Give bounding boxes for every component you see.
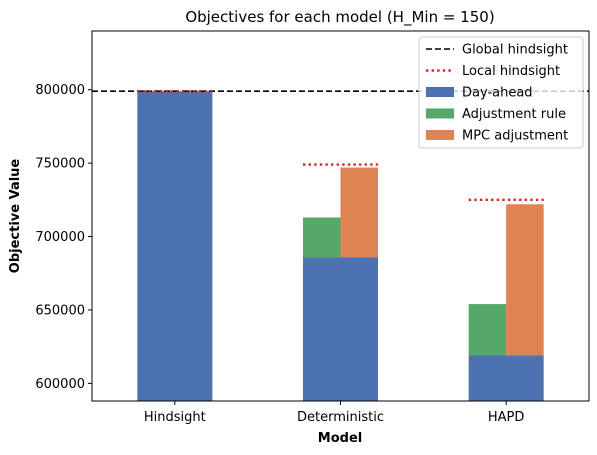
bar-day-ahead-hapd [468, 355, 544, 401]
bar-day-ahead-deterministic [303, 257, 378, 401]
legend-swatch-adjustment-rule [426, 108, 454, 119]
y-tick-label: 750000 [35, 157, 85, 172]
x-tick-label: Hindsight [144, 410, 206, 425]
bar-adjustment-rule-deterministic [303, 217, 341, 258]
plot-area [137, 91, 544, 401]
legend-swatch-mpc-adjustment [426, 130, 454, 140]
bar-adjustment-rule-hapd [468, 304, 507, 356]
bar-mpc-adjustment-deterministic [340, 167, 378, 258]
legend-label-global-hindsight: Global hindsight [462, 43, 568, 58]
x-tick-label: HAPD [488, 410, 525, 425]
legend-label-day-ahead: Day-ahead [462, 86, 533, 101]
legend-label-mpc-adjustment: MPC adjustment [462, 129, 568, 144]
chart-title: Objectives for each model (H_Min = 150) [185, 8, 494, 27]
legend-swatch-day-ahead [426, 87, 454, 97]
legend-box [418, 36, 584, 149]
legend: Global hindsight Local hindsight Day-ahead… [418, 36, 584, 149]
y-tick-label: 650000 [35, 303, 85, 318]
y-tick-label: 700000 [35, 230, 85, 245]
legend-label-adjustment-rule: Adjustment rule [462, 107, 566, 122]
x-axis-title: Model [318, 431, 362, 446]
y-tick-label: 800000 [35, 83, 85, 98]
bar-mpc-adjustment-hapd [506, 204, 544, 356]
bar-day-ahead-hindsight [137, 91, 213, 401]
y-axis-title: Objective Value [8, 159, 23, 274]
x-tick-label: Deterministic [297, 410, 384, 425]
y-tick-label: 600000 [35, 377, 85, 392]
legend-label-local-hindsight: Local hindsight [462, 64, 560, 79]
axes: 600000 650000 700000 750000 800000 Hindsight D… [35, 83, 524, 425]
